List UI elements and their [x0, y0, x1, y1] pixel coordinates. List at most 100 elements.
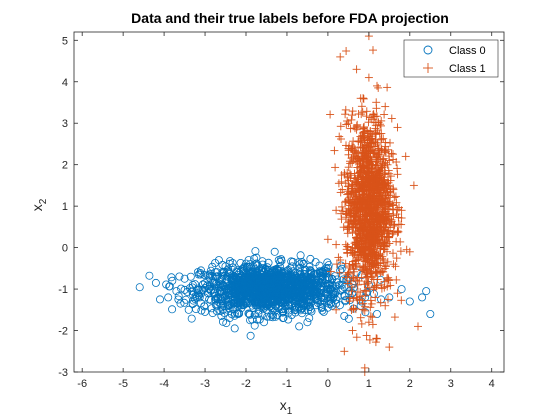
- class-0-point: [200, 307, 209, 316]
- class-1-point: [383, 274, 391, 283]
- class-1-point: [388, 200, 397, 209]
- x-axis-label-sub: 1: [287, 406, 293, 417]
- class-0-point: [196, 299, 205, 308]
- class-1-point: [357, 319, 366, 328]
- class-1-point: [350, 216, 359, 225]
- y-tick-label: 3: [62, 118, 68, 130]
- y-tick-label: 2: [62, 160, 68, 172]
- class-1-point: [360, 123, 369, 131]
- class-1-point: [378, 267, 387, 276]
- class-0-point: [231, 281, 240, 290]
- class-0-point: [213, 301, 222, 310]
- class-0-point: [385, 293, 394, 302]
- class-0-point: [168, 305, 177, 314]
- class-0-point: [209, 272, 218, 281]
- class-0-point: [278, 314, 287, 323]
- class-0-point: [229, 299, 238, 308]
- class-0-point: [236, 258, 245, 267]
- class-1-point: [380, 110, 389, 119]
- x-tick-label: -4: [159, 378, 169, 390]
- class-0-point: [333, 275, 342, 284]
- class-0-point: [228, 258, 237, 267]
- class-1-point: [356, 168, 364, 177]
- class-0-point: [222, 305, 231, 314]
- class-1-point: [371, 293, 380, 302]
- class-0-point: [204, 289, 213, 298]
- class-0-point: [256, 292, 265, 301]
- class-0-point: [151, 278, 160, 287]
- class-0-point: [205, 295, 214, 304]
- class-0-point: [233, 267, 242, 276]
- class-1-point: [362, 331, 371, 340]
- class-0-point: [242, 291, 251, 300]
- class-1-point: [392, 198, 401, 207]
- class-0-point: [205, 285, 214, 294]
- class-1-point: [366, 296, 375, 305]
- class-0-point: [295, 267, 304, 276]
- y-tick-label: -2: [58, 326, 68, 338]
- class-0-point: [273, 274, 282, 283]
- class-1-point: [352, 178, 361, 187]
- class-1-point: [392, 254, 401, 263]
- class-0-point: [162, 280, 171, 289]
- class-1-point: [338, 202, 346, 211]
- class-0-point: [180, 285, 189, 294]
- class-0-point: [311, 258, 320, 267]
- class-1-point: [386, 172, 395, 181]
- class-1-point: [344, 163, 353, 172]
- y-tick-label: 5: [62, 35, 68, 47]
- class-1-point: [394, 213, 403, 222]
- class-0-point: [338, 284, 347, 293]
- class-0-point: [266, 276, 275, 285]
- class-0-point: [220, 288, 229, 297]
- class-1-point: [376, 120, 385, 129]
- class-1-point: [348, 228, 357, 237]
- class-0-point: [237, 297, 246, 306]
- class-0-point: [295, 291, 304, 300]
- class-0-point: [208, 309, 217, 318]
- class-0-point: [397, 285, 406, 294]
- class-1-point: [376, 298, 385, 307]
- class-0-point: [252, 297, 261, 306]
- class-1-point: [343, 225, 352, 234]
- class-1-point: [365, 139, 374, 148]
- y-axis-label-sub: 2: [38, 198, 49, 204]
- class-0-point: [315, 289, 324, 298]
- class-0-point: [288, 294, 297, 303]
- class-1-point: [381, 138, 390, 147]
- class-0-point: [315, 268, 324, 277]
- class-1-point: [380, 176, 389, 185]
- class-0-point: [295, 322, 304, 331]
- chart-title: Data and their true labels before FDA pr…: [131, 10, 449, 26]
- class-0-point: [288, 257, 297, 266]
- class-0-point: [295, 260, 304, 269]
- class-0-point: [348, 289, 357, 298]
- legend-label-class-0: Class 0: [449, 45, 486, 57]
- class-0-point: [183, 287, 192, 296]
- class-0-point: [199, 280, 208, 289]
- class-0-point: [175, 272, 184, 281]
- class-1-point: [366, 312, 375, 321]
- class-0-point: [296, 251, 305, 260]
- class-1-point: [359, 299, 367, 308]
- class-1-point: [343, 229, 352, 238]
- class-1-point: [341, 110, 350, 119]
- class-0-point: [229, 278, 238, 287]
- class-0-point: [337, 280, 346, 289]
- class-0-point: [238, 275, 247, 284]
- plot-area: [74, 32, 504, 372]
- class-1-point: [365, 335, 374, 344]
- class-0-point: [336, 261, 345, 270]
- class-0-point: [264, 284, 273, 293]
- y-tick-label: 0: [62, 243, 68, 255]
- class-0-point: [327, 274, 336, 283]
- class-0-point: [282, 285, 291, 294]
- class-0-point: [320, 266, 329, 275]
- class-0-point: [145, 271, 154, 280]
- class-1-point: [372, 112, 381, 121]
- class-1-point: [397, 214, 406, 222]
- class-0-point: [221, 262, 230, 271]
- class-0-point: [217, 282, 226, 291]
- class-0-point: [214, 295, 223, 304]
- class-0-point: [258, 274, 267, 283]
